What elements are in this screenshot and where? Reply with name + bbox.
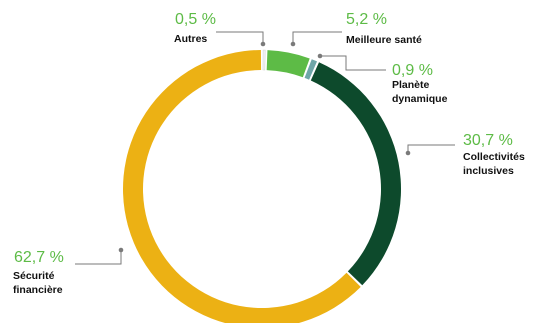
slice-label-meilleure-sante: Meilleure santé (346, 34, 422, 46)
pct-label-meilleure-sante: 5,2 % (346, 11, 387, 28)
slice-label-securite-financiere-line1: Sécurité (13, 270, 55, 282)
leader-dot-securite-financiere (118, 247, 124, 253)
slice-label-collectivites-inclusives-line1: Collectivités (463, 151, 525, 163)
slice-securite-financiere (123, 50, 361, 323)
pct-label-securite-financiere: 62,7 % (14, 249, 64, 266)
leader-line-planete-dynamique (320, 55, 386, 71)
slice-label-autres: Autres (174, 33, 207, 45)
pct-label-autres: 0,5 % (175, 11, 216, 28)
leader-dot-planete-dynamique (317, 53, 323, 59)
annotation-autres: 0,5 % Autres (174, 11, 266, 47)
slice-autres (262, 49, 266, 71)
annotation-planete-dynamique: 0,9 % Planète dynamique (317, 53, 448, 105)
pct-label-planete-dynamique: 0,9 % (392, 62, 433, 79)
slice-collectivites-inclusives (310, 62, 401, 286)
leader-line-meilleure-sante (292, 31, 342, 44)
slice-planete-dynamique (304, 59, 318, 80)
slice-meilleure-sante (266, 50, 310, 78)
annotation-securite-financiere: 62,7 % Sécurité financière (13, 247, 124, 296)
annotation-meilleure-sante: 5,2 % Meilleure santé (290, 11, 422, 47)
annotation-collectivites-inclusives: 30,7 % Collectivités inclusives (405, 132, 525, 177)
donut-slices (123, 49, 401, 323)
pct-label-collectivites-inclusives: 30,7 % (463, 132, 513, 149)
leader-line-securite-financiere (75, 250, 122, 265)
leader-line-autres (216, 31, 264, 44)
slice-label-planete-dynamique-line1: Planète (392, 79, 430, 91)
leader-dot-collectivites-inclusives (405, 150, 411, 156)
leader-line-collectivites-inclusives (407, 144, 455, 153)
slice-label-securite-financiere-line2: financière (13, 284, 63, 296)
leader-dot-meilleure-sante (290, 41, 296, 47)
slice-label-planete-dynamique-line2: dynamique (392, 93, 448, 105)
slice-label-collectivites-inclusives-line2: inclusives (463, 165, 514, 177)
leader-dot-autres (260, 41, 266, 47)
